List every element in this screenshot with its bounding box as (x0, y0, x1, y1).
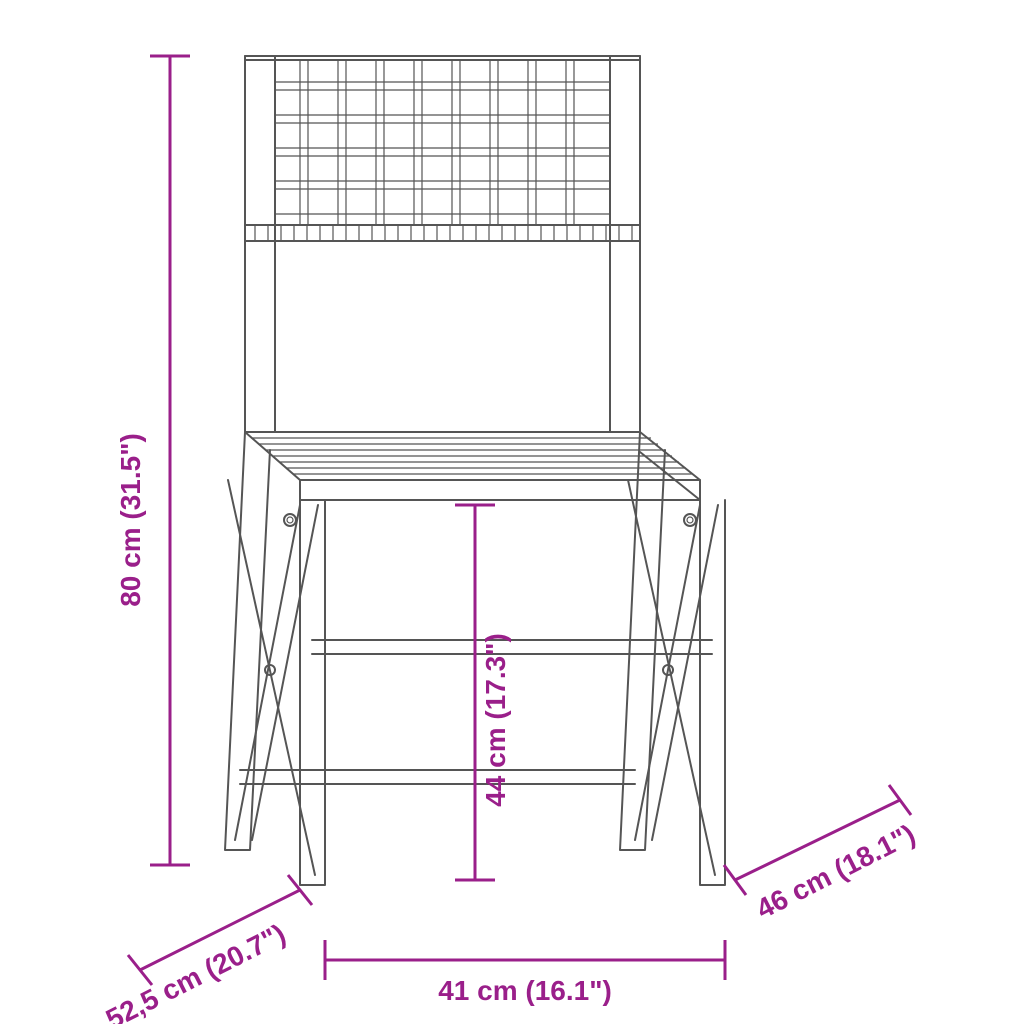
label-seat-height: 44 cm (17.3") (480, 633, 511, 807)
label-depth-outer: 52,5 cm (20.7") (101, 918, 291, 1024)
chair-dimension-diagram: 80 cm (31.5") 44 cm (17.3") 41 cm (16.1"… (0, 0, 1024, 1024)
label-width: 41 cm (16.1") (438, 975, 612, 1006)
dimension-labels: 80 cm (31.5") 44 cm (17.3") 41 cm (16.1"… (101, 433, 920, 1024)
label-depth-inner: 46 cm (18.1") (751, 818, 920, 924)
label-height-total: 80 cm (31.5") (115, 433, 146, 607)
